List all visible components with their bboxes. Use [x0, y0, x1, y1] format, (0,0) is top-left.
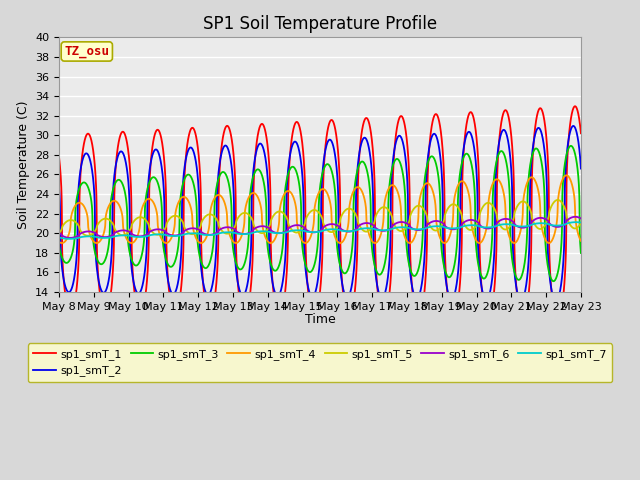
sp1_smT_6: [527, 220, 535, 226]
sp1_smT_5: [380, 204, 388, 210]
Line: sp1_smT_7: sp1_smT_7: [59, 222, 581, 239]
sp1_smT_7: [371, 226, 379, 232]
Text: TZ_osu: TZ_osu: [64, 45, 109, 58]
sp1_smT_7: [572, 219, 580, 225]
sp1_smT_6: [572, 214, 579, 220]
Line: sp1_smT_4: sp1_smT_4: [59, 175, 581, 243]
sp1_smT_6: [55, 230, 63, 236]
sp1_smT_6: [201, 231, 209, 237]
sp1_smT_1: [577, 131, 585, 136]
sp1_smT_2: [167, 288, 175, 294]
sp1_smT_1: [201, 296, 209, 301]
sp1_smT_2: [371, 260, 378, 266]
sp1_smT_6: [167, 232, 175, 238]
sp1_smT_5: [167, 215, 175, 220]
sp1_smT_5: [84, 233, 92, 239]
sp1_smT_7: [55, 235, 63, 240]
Y-axis label: Soil Temperature (C): Soil Temperature (C): [17, 100, 29, 229]
sp1_smT_3: [371, 262, 378, 268]
Line: sp1_smT_5: sp1_smT_5: [59, 200, 581, 236]
sp1_smT_4: [167, 236, 175, 241]
sp1_smT_3: [167, 264, 175, 270]
sp1_smT_1: [571, 103, 579, 109]
sp1_smT_7: [577, 220, 584, 226]
Line: sp1_smT_1: sp1_smT_1: [59, 106, 581, 321]
sp1_smT_3: [55, 243, 63, 249]
sp1_smT_2: [380, 294, 388, 300]
sp1_smT_1: [577, 129, 584, 134]
sp1_smT_5: [527, 212, 535, 217]
sp1_smT_3: [201, 265, 209, 271]
sp1_smT_1: [167, 300, 175, 306]
sp1_smT_3: [550, 278, 557, 284]
sp1_smT_5: [577, 220, 584, 226]
sp1_smT_6: [380, 228, 388, 234]
sp1_smT_6: [371, 224, 379, 229]
sp1_smT_7: [527, 222, 535, 228]
sp1_smT_2: [570, 123, 577, 129]
sp1_smT_7: [167, 233, 175, 239]
sp1_smT_3: [380, 265, 388, 271]
sp1_smT_2: [552, 299, 559, 304]
sp1_smT_7: [577, 220, 585, 226]
sp1_smT_7: [380, 228, 388, 233]
sp1_smT_7: [65, 236, 73, 242]
sp1_smT_4: [577, 238, 585, 244]
sp1_smT_4: [55, 239, 63, 245]
sp1_smT_5: [55, 230, 63, 236]
sp1_smT_3: [527, 156, 535, 162]
sp1_smT_4: [371, 240, 379, 246]
sp1_smT_4: [163, 240, 170, 246]
sp1_smT_6: [577, 216, 585, 221]
sp1_smT_2: [201, 287, 209, 293]
sp1_smT_4: [527, 174, 535, 180]
Title: SP1 Soil Temperature Profile: SP1 Soil Temperature Profile: [203, 15, 437, 33]
Line: sp1_smT_6: sp1_smT_6: [59, 217, 581, 238]
Line: sp1_smT_3: sp1_smT_3: [59, 146, 581, 281]
sp1_smT_6: [67, 235, 74, 241]
sp1_smT_4: [563, 172, 570, 178]
sp1_smT_3: [577, 249, 584, 254]
sp1_smT_1: [55, 155, 63, 160]
sp1_smT_1: [554, 318, 561, 324]
sp1_smT_1: [371, 180, 378, 186]
sp1_smT_1: [527, 239, 535, 245]
sp1_smT_2: [577, 166, 585, 171]
sp1_smT_6: [577, 216, 584, 221]
Line: sp1_smT_2: sp1_smT_2: [59, 126, 581, 301]
Legend: sp1_smT_1, sp1_smT_2, sp1_smT_3, sp1_smT_4, sp1_smT_5, sp1_smT_6, sp1_smT_7: sp1_smT_1, sp1_smT_2, sp1_smT_3, sp1_smT…: [28, 343, 612, 382]
sp1_smT_4: [577, 238, 584, 243]
sp1_smT_7: [201, 232, 209, 238]
sp1_smT_5: [577, 220, 585, 226]
sp1_smT_4: [201, 237, 209, 243]
sp1_smT_5: [371, 218, 379, 224]
sp1_smT_3: [567, 143, 575, 149]
sp1_smT_3: [577, 250, 585, 256]
sp1_smT_1: [380, 315, 388, 321]
sp1_smT_5: [554, 197, 561, 203]
sp1_smT_2: [55, 185, 63, 191]
sp1_smT_2: [527, 160, 535, 166]
sp1_smT_4: [380, 206, 388, 212]
sp1_smT_5: [201, 214, 209, 220]
sp1_smT_2: [577, 163, 584, 169]
X-axis label: Time: Time: [305, 313, 335, 326]
